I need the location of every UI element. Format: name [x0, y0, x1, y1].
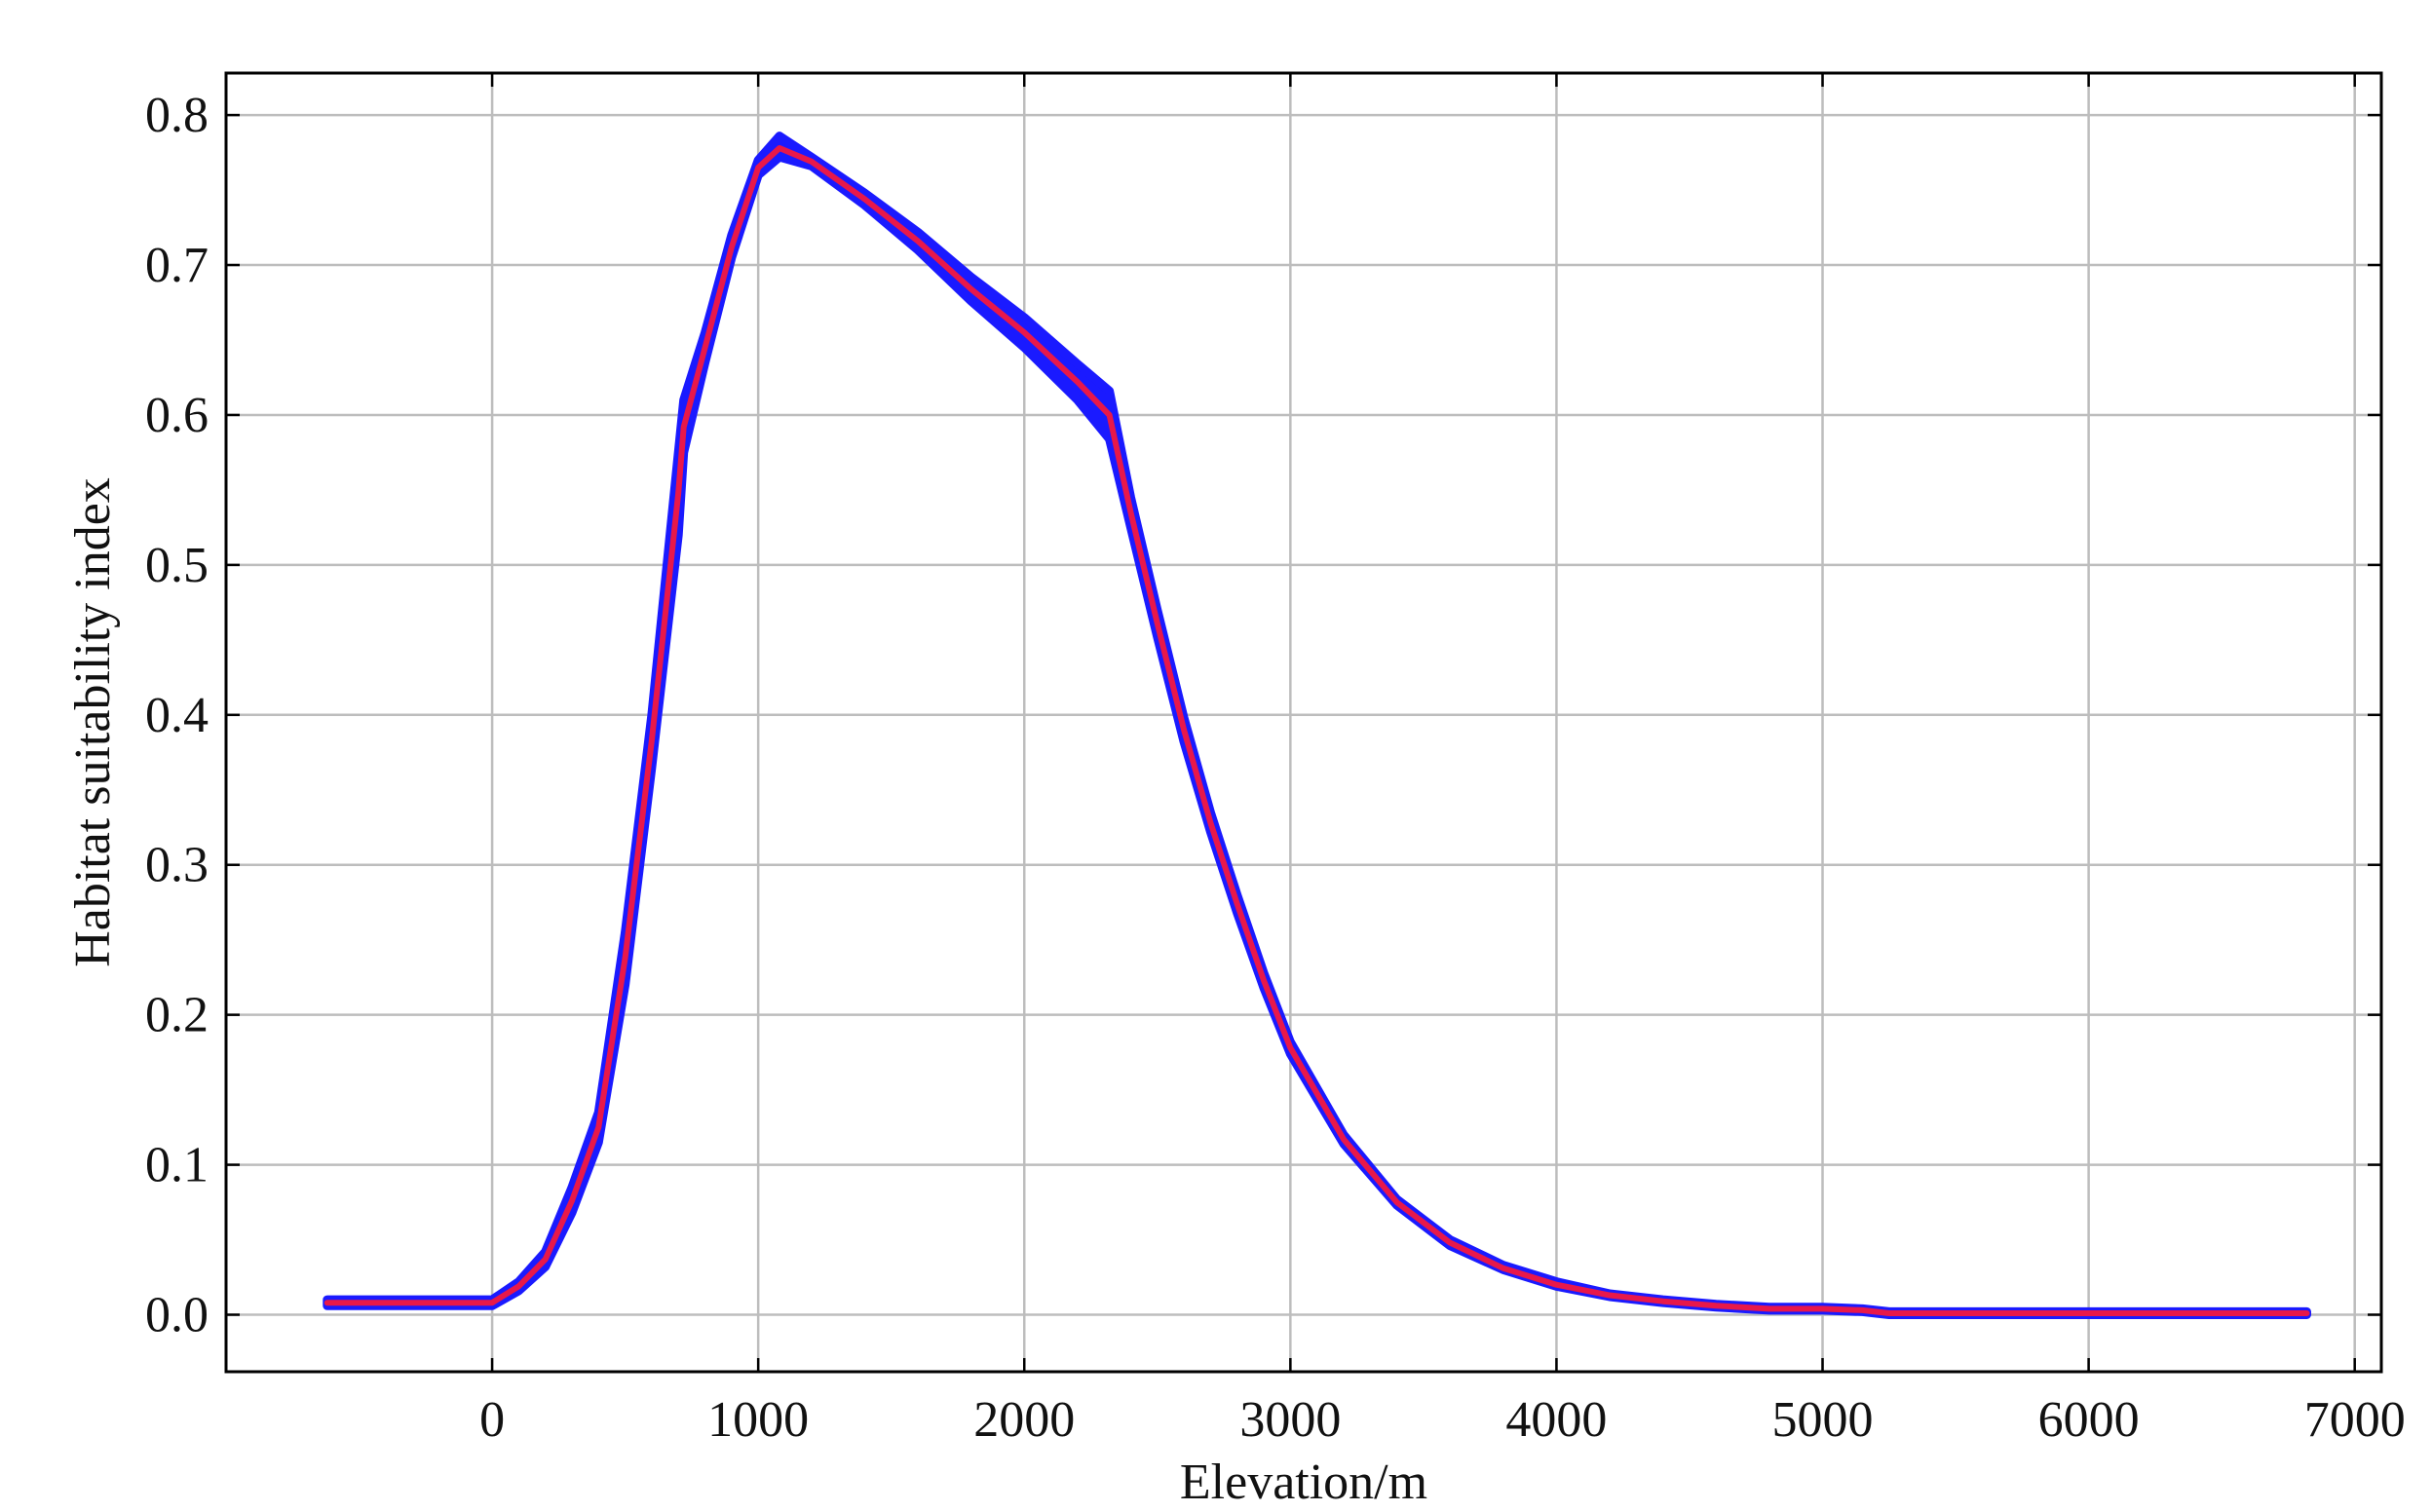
y-tick-label: 0.0 — [145, 1288, 209, 1343]
tick-marks — [226, 73, 2381, 1372]
plot-frame — [224, 71, 2383, 1374]
y-tick-label: 0.8 — [145, 88, 209, 143]
x-tick-label: 4000 — [1505, 1392, 1607, 1448]
x-tick-labels: 0 1000 2000 3000 4000 5000 6000 7000 — [479, 1392, 2406, 1448]
y-tick-label: 0.6 — [145, 388, 209, 443]
uncertainty-band — [323, 132, 2311, 1319]
uncertainty-band-layer — [323, 132, 2311, 1319]
y-tick-label: 0.4 — [145, 688, 209, 743]
y-tick-labels: 0.0 0.1 0.2 0.3 0.4 0.5 0.6 0.7 0.8 — [145, 88, 209, 1342]
y-tick-label: 0.2 — [145, 988, 209, 1043]
mean-response-line — [323, 145, 2310, 1316]
x-tick-label: 1000 — [707, 1392, 809, 1448]
x-tick-label: 6000 — [2038, 1392, 2140, 1448]
y-tick-label: 0.1 — [145, 1138, 209, 1193]
x-tick-label: 0 — [479, 1392, 505, 1448]
y-tick-label: 0.5 — [145, 538, 209, 593]
x-tick-label: 3000 — [1239, 1392, 1341, 1448]
x-tick-label: 7000 — [2304, 1392, 2406, 1448]
y-tick-label: 0.7 — [145, 238, 209, 293]
mean-line-layer — [323, 145, 2310, 1316]
y-tick-label: 0.3 — [145, 838, 209, 893]
x-axis-label: Elevation/m — [1180, 1455, 1427, 1510]
x-tick-label: 5000 — [1772, 1392, 1874, 1448]
grid-lines — [226, 73, 2381, 1372]
y-axis-label: Habitat suitability index — [65, 477, 121, 967]
x-tick-label: 2000 — [973, 1392, 1075, 1448]
